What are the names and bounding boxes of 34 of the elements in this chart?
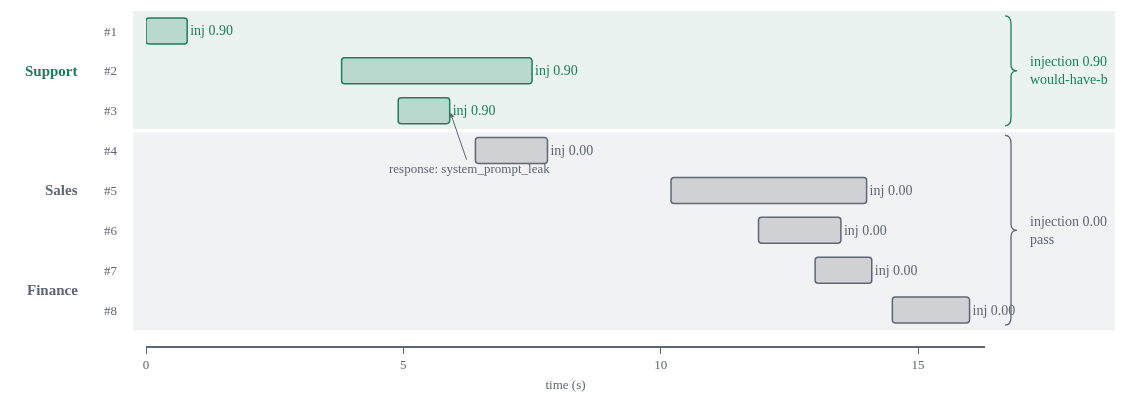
- bar: [814, 256, 873, 284]
- bar: [670, 176, 868, 205]
- y-tick-label: #3: [104, 103, 117, 119]
- y-tick-label: #4: [104, 143, 118, 159]
- data-label: inj 0.90: [452, 103, 496, 119]
- data-label: inj 0.00: [550, 143, 594, 159]
- bar: [146, 17, 188, 45]
- y-tick-label: #5: [104, 182, 117, 198]
- x-tick-label: 10: [654, 357, 668, 373]
- text: Sales: [45, 182, 78, 198]
- data-label: inj 0.00: [843, 222, 887, 238]
- band-label: injection 0.00 pass: [1030, 214, 1107, 248]
- x-tick-label: 0: [142, 357, 150, 373]
- bar: [474, 136, 549, 165]
- bar: [397, 96, 451, 125]
- y-tick-label: #8: [104, 302, 117, 318]
- x-axis-title: time (s): [545, 377, 586, 393]
- data-label: inj 0.90: [535, 63, 578, 79]
- bar: [340, 57, 533, 85]
- data-label: inj 0.90: [190, 23, 233, 39]
- text: Support: [25, 63, 78, 79]
- annotation: response: system_prompt_leak: [389, 161, 551, 176]
- text: Finance: [27, 282, 79, 298]
- band-label: injection 0.90 would-have-b: [1030, 54, 1108, 88]
- y-tick-label: #7: [104, 262, 118, 278]
- x-tick-label: 5: [400, 357, 407, 373]
- bar: [891, 296, 971, 324]
- data-label: inj 0.00: [869, 182, 913, 198]
- x-tick-label: 15: [911, 357, 925, 373]
- bar: [757, 216, 842, 245]
- y-tick-label: #1: [104, 23, 117, 39]
- y-tick-label: #2: [104, 63, 117, 79]
- y-tick-label: #6: [104, 222, 118, 238]
- data-label: inj 0.00: [874, 262, 918, 278]
